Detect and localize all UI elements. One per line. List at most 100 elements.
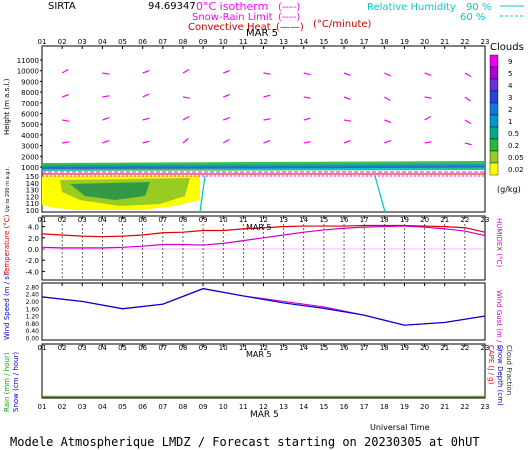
hour-label-bottom: 04: [98, 403, 107, 411]
hour-label-bottom: 07: [158, 403, 167, 411]
hour-label-top: 02: [58, 38, 67, 46]
lowlevel-tick-label: 100: [26, 207, 39, 215]
hour-label-p2: 15: [319, 216, 328, 224]
wind-arrow: [424, 96, 432, 99]
humidity-label: Relative Humidity: [367, 2, 456, 13]
cloud-legend-swatch: [489, 78, 499, 92]
wind-arrow: [61, 94, 69, 98]
cloud-legend-swatch: [489, 126, 499, 140]
wind-tick-label: 1.60: [26, 306, 40, 313]
hour-label-p2: 11: [239, 216, 248, 224]
hour-label-top: 03: [78, 38, 87, 46]
hour-label-p4: 08: [178, 344, 187, 352]
wind-arrow: [182, 115, 190, 121]
wind-arrow: [102, 140, 110, 144]
hour-label-top: 21: [440, 38, 449, 46]
hour-label-top: 06: [138, 38, 147, 46]
humidity-60: 60 %: [460, 12, 485, 23]
station-coord: 94.69347: [148, 1, 196, 12]
cloud-legend-swatch: [489, 138, 499, 152]
cape-ylabel: CAPE (J / g): [487, 345, 495, 385]
cloud-legend-level: 5: [508, 70, 512, 78]
hour-label-top: 07: [158, 38, 167, 46]
hour-label-p2: 16: [340, 216, 349, 224]
footer-text: Modele Atmospherique LMDZ / Forecast sta…: [10, 435, 480, 449]
hour-label-p2: 20: [420, 216, 429, 224]
wind-arrow: [182, 96, 190, 99]
hour-label-p4: 14: [299, 344, 308, 352]
hour-label-top: 16: [340, 38, 349, 46]
hour-label-top: 17: [360, 38, 369, 46]
hour-label-bottom: 14: [299, 403, 308, 411]
humidity-curve: [374, 175, 386, 213]
wind-ylabel: Wind Speed (m / s): [3, 273, 11, 340]
hour-label-p4: 09: [199, 344, 208, 352]
temp-tick-label: -2.0: [25, 257, 39, 265]
gust-ylabel: Wind Gust (m / s): [495, 290, 503, 351]
hour-label-p4: 01: [38, 344, 47, 352]
wind-series-2: [41, 288, 486, 326]
height-ylabel: Height (m a.s.l.): [3, 78, 11, 135]
header: SIRTA 94.69347 0°C isotherm (----) Snow-…: [48, 0, 524, 39]
cloud-legend-level: 2: [508, 106, 512, 114]
hour-label-p4: 02: [58, 344, 67, 352]
cloud-legend-unit: (g/kg): [497, 185, 521, 194]
hour-label-p2: 10: [219, 216, 228, 224]
cloud-legend-level: 0.5: [508, 130, 519, 138]
hour-label-p2: 19: [400, 216, 409, 224]
wind-arrow: [303, 96, 311, 99]
hour-label-top: 09: [199, 38, 208, 46]
height-tick-label: 2000: [21, 153, 39, 161]
height-tick-label: 4000: [21, 132, 39, 140]
hour-label-p2: 03: [78, 216, 87, 224]
wind-arrow: [182, 138, 189, 144]
hour-label-p2: 08: [178, 216, 187, 224]
hour-label-p4: 15: [319, 344, 328, 352]
wind-arrow: [223, 94, 231, 98]
cloud-legend-level: 4: [508, 82, 513, 90]
height-tick-label: 11000: [17, 57, 39, 65]
hour-label-top: 01: [38, 38, 47, 46]
hour-label-bottom: 09: [199, 403, 208, 411]
hour-label-p4: 13: [279, 344, 288, 352]
hour-label-top: 04: [98, 38, 107, 46]
cloud-legend-level: 0.2: [508, 142, 519, 150]
hour-label-p2: 07: [158, 216, 167, 224]
hour-label-top: 18: [380, 38, 389, 46]
height-tick-label: 6000: [21, 111, 39, 119]
panel-frame-4: [41, 343, 486, 399]
hour-label-p2: 23: [481, 216, 490, 224]
date-label-bottom: MAR 5: [250, 410, 279, 420]
lowlevel-tick-label: 110: [26, 200, 39, 208]
hour-label-bottom: 18: [380, 403, 389, 411]
rain-ylabel: Rain (mm / hour): [3, 352, 11, 412]
wind-tick-label: 0.80: [26, 321, 40, 328]
cloud-legend-title: Clouds: [490, 42, 524, 53]
wind-arrow: [343, 140, 351, 144]
cloud-legend-swatch: [489, 162, 499, 176]
wind-arrow: [223, 117, 231, 121]
station-name: SIRTA: [48, 1, 76, 12]
wind-arrow: [384, 96, 391, 102]
hour-label-bottom: 10: [219, 403, 228, 411]
hour-label-p4: 04: [98, 344, 107, 352]
hour-label-top: 22: [460, 38, 469, 46]
hour-label-top: 10: [219, 38, 228, 46]
wind-arrow: [222, 138, 230, 144]
cloud-legend-level: 9: [508, 58, 512, 66]
panel-frame-3: [41, 282, 486, 341]
hour-label-top: 15: [319, 38, 328, 46]
height-tick-label: 9000: [21, 78, 39, 86]
lowlevel-tick-label: 150: [26, 173, 39, 181]
humidity-90: 90 %: [466, 2, 491, 13]
legend-convective-label: Convective Heat: [188, 22, 271, 33]
lowlevel-tick-label: 140: [26, 180, 39, 188]
hour-label-p4: 05: [118, 344, 127, 352]
height-tick-label: 1000: [21, 164, 39, 172]
hour-label-p4: 03: [78, 344, 87, 352]
cloud-legend-swatch: [489, 114, 499, 128]
hour-label-top: 08: [178, 38, 187, 46]
wind-arrow: [142, 70, 150, 74]
temp-series-1: [41, 224, 486, 238]
wind-arrow: [142, 117, 150, 121]
